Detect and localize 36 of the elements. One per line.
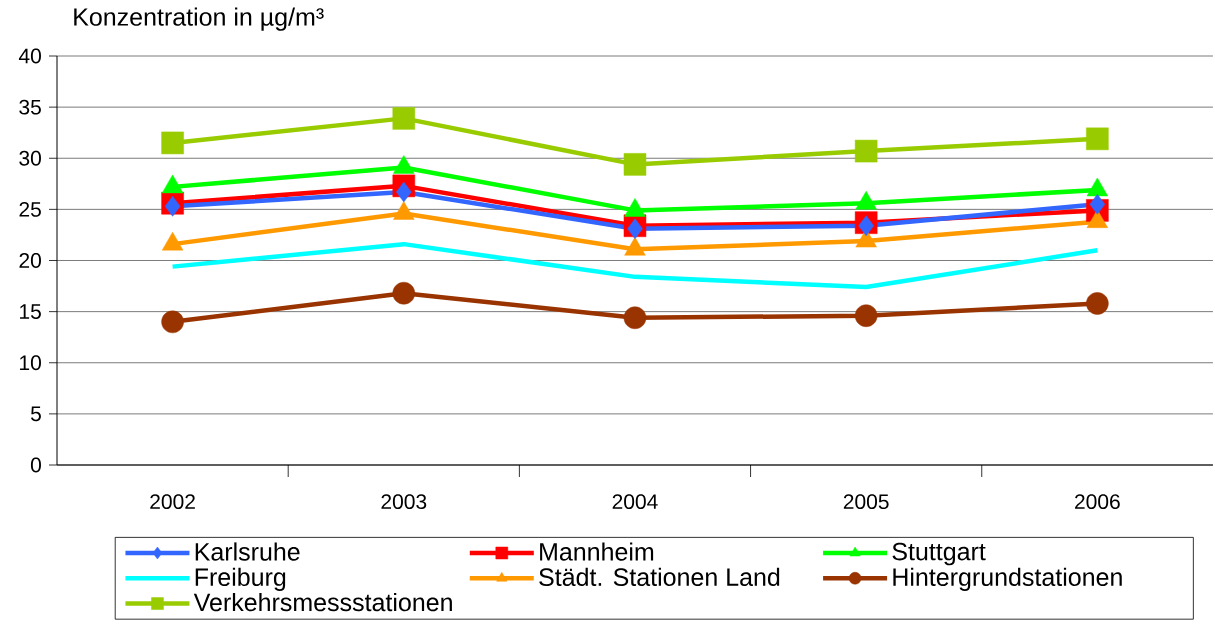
y-tick-label: 5: [30, 406, 41, 422]
y-tick-label: 25: [19, 201, 41, 217]
point: [1086, 292, 1109, 315]
y-tick-label: 0: [30, 457, 41, 473]
legend-label: Mannheim: [540, 542, 654, 561]
y-tick-label: 15: [20, 304, 41, 319]
y-axis-title: Konzentration in µg/m³: [74, 7, 324, 31]
point: [396, 181, 412, 203]
legend-label: Freiburg: [195, 567, 286, 591]
x-tick-label: 2005: [843, 494, 889, 510]
x-tick-label: 2004: [612, 494, 658, 510]
point: [623, 306, 647, 330]
x-tick-label: 2006: [1075, 494, 1120, 510]
point: [854, 139, 878, 163]
legend-label: Hintergrundstationen: [893, 567, 1122, 591]
legend-label: Stuttgart: [892, 542, 986, 566]
x-tick-label: 2002: [150, 494, 195, 510]
legend-label: Karlsruhe: [195, 542, 300, 561]
line-series: [170, 241, 1100, 290]
point: [164, 196, 181, 217]
point: [161, 131, 184, 155]
y-tick-label: 40: [18, 48, 41, 64]
y-tick-label: 10: [20, 355, 41, 371]
legend-label: Städt. Stationen Land: [539, 567, 780, 587]
point: [854, 304, 878, 327]
y-tick-label: 20: [19, 253, 41, 268]
x-tick-label: 2003: [381, 494, 427, 510]
y-tick-label: 35: [19, 99, 41, 115]
point: [161, 310, 184, 334]
legend-label: Verkehrsmessstationen: [193, 592, 452, 612]
point: [1089, 194, 1106, 215]
point: [392, 281, 416, 305]
y-tick-label: 30: [19, 150, 41, 166]
point: [392, 107, 416, 130]
point: [1086, 127, 1109, 151]
point: [623, 153, 647, 176]
